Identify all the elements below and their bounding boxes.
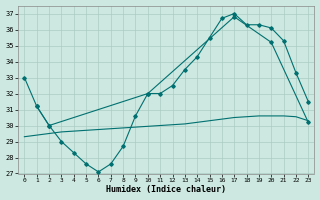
- X-axis label: Humidex (Indice chaleur): Humidex (Indice chaleur): [106, 185, 226, 194]
